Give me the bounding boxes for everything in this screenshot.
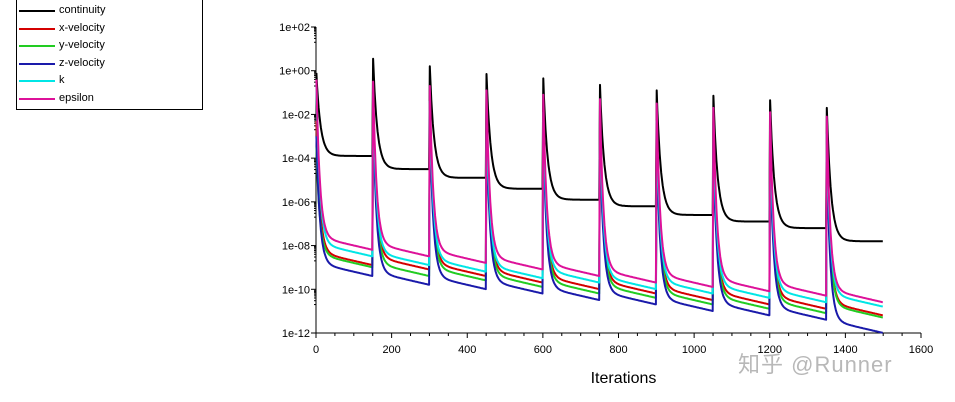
legend-swatch xyxy=(19,62,55,65)
y-tick-label: 1e-10 xyxy=(282,284,310,296)
legend-label: z-velocity xyxy=(59,56,105,69)
x-tick-label: 1200 xyxy=(758,344,782,356)
x-tick-label: 1000 xyxy=(682,344,706,356)
chart-legend: continuity x-velocity y-velocity z-velocity… xyxy=(16,0,203,110)
y-tick-label: 1e+02 xyxy=(279,22,310,34)
legend-label: x-velocity xyxy=(59,21,105,34)
y-tick-label: 1e-06 xyxy=(282,197,310,209)
legend-swatch xyxy=(19,97,55,100)
x-tick-label: 1600 xyxy=(909,344,933,356)
y-tick-label: 1e-12 xyxy=(282,328,310,340)
y-tick-label: 1e-04 xyxy=(282,153,310,165)
x-tick-label: 600 xyxy=(534,344,552,356)
series-line-epsilon xyxy=(315,79,884,304)
x-tick-label: 200 xyxy=(382,344,400,356)
legend-label: continuity xyxy=(59,4,106,16)
legend-swatch xyxy=(19,10,55,12)
legend-label: y-velocity xyxy=(59,39,105,51)
x-tick-label: 800 xyxy=(609,344,627,356)
x-tick-label: 1400 xyxy=(833,344,857,356)
x-tick-label: 400 xyxy=(458,344,476,356)
y-tick-label: 1e-08 xyxy=(282,241,310,253)
x-tick-label: 0 xyxy=(313,344,319,356)
y-tick-label: 1e-02 xyxy=(282,109,310,121)
watermark-text: 知乎 @Runner xyxy=(738,352,893,377)
legend-label: epsilon xyxy=(59,91,94,104)
legend-label: k xyxy=(59,74,65,86)
legend-swatch xyxy=(19,45,55,47)
legend-swatch xyxy=(19,80,55,82)
x-axis-label: Iterations xyxy=(591,370,657,387)
y-tick-label: 1e+00 xyxy=(279,66,310,78)
legend-swatch xyxy=(19,27,55,30)
